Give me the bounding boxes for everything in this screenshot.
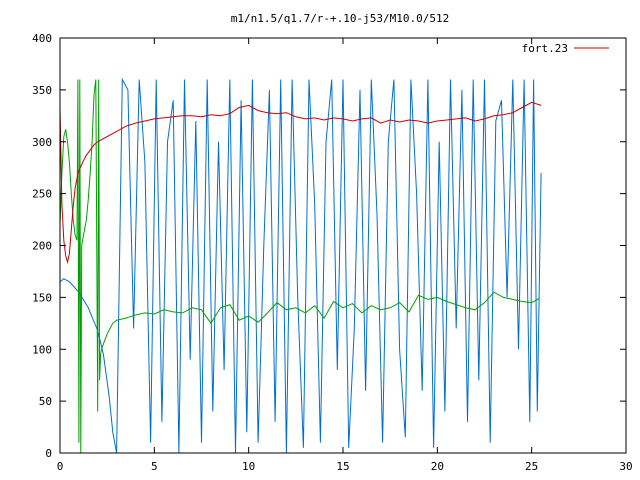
x-tick-label: 10 — [242, 460, 255, 473]
x-tick-label: 30 — [619, 460, 632, 473]
series-line-1 — [59, 79, 540, 454]
y-tick-label: 100 — [32, 343, 52, 356]
y-tick-label: 400 — [32, 32, 52, 45]
y-tick-label: 200 — [32, 240, 52, 253]
x-tick-label: 25 — [525, 460, 538, 473]
series-line-2 — [59, 77, 542, 454]
series-line-0 — [59, 101, 542, 265]
y-tick-label: 0 — [45, 447, 52, 460]
x-tick-label: 5 — [151, 460, 158, 473]
y-tick-label: 250 — [32, 188, 52, 201]
x-tick-label: 15 — [336, 460, 349, 473]
legend: fort.23 — [522, 42, 609, 55]
y-tick-label: 50 — [39, 395, 52, 408]
y-tick-label: 150 — [32, 291, 52, 304]
series-layer — [59, 77, 542, 454]
chart-title: m1/n1.5/q1.7/r-+.10-j53/M10.0/512 — [231, 12, 450, 25]
x-tick-label: 20 — [431, 460, 444, 473]
legend-label: fort.23 — [522, 42, 568, 55]
x-tick-label: 0 — [57, 460, 64, 473]
y-tick-label: 300 — [32, 136, 52, 149]
y-tick-label: 350 — [32, 84, 52, 97]
